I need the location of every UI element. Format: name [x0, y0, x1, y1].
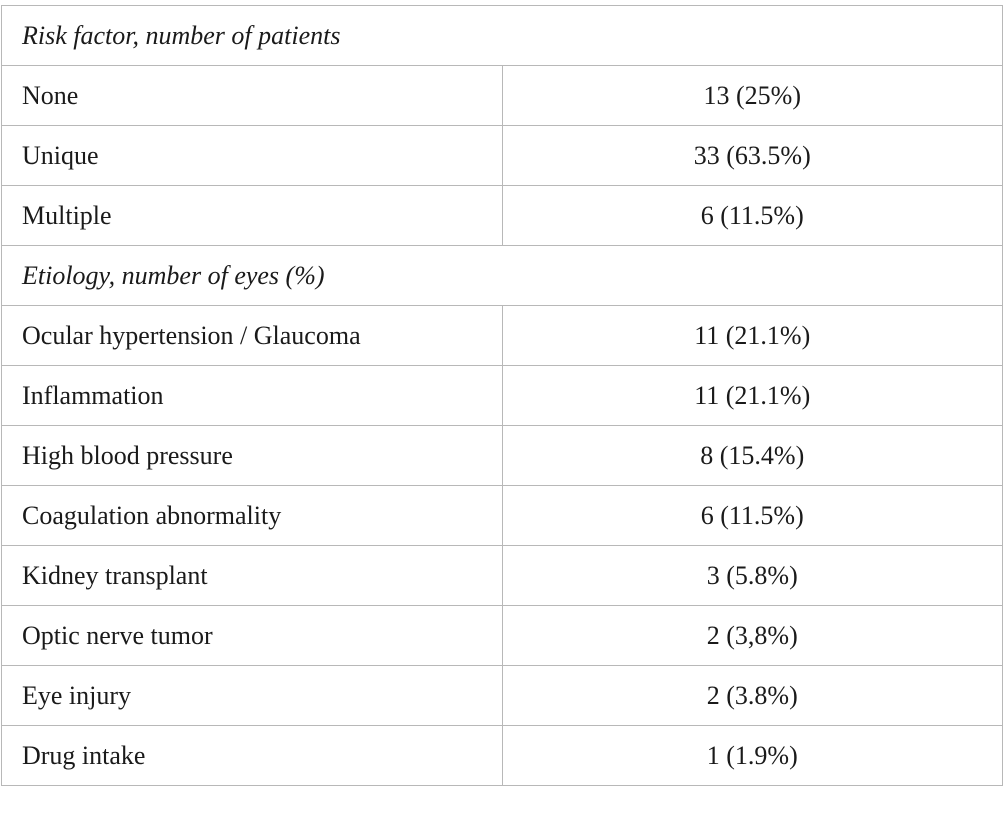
row-value: 6 (11.5%)	[501, 185, 1003, 246]
row-value: 1 (1.9%)	[501, 725, 1003, 786]
row-label: Ocular hypertension / Glaucoma	[1, 305, 503, 366]
row-label: Coagulation abnormality	[1, 485, 503, 546]
data-table-container: Risk factor, number of patients None 13 …	[1, 5, 1003, 786]
section-header-row: Etiology, number of eyes (%)	[1, 245, 1003, 306]
row-label: Optic nerve tumor	[1, 605, 503, 666]
row-value: 13 (25%)	[501, 65, 1003, 126]
row-label: High blood pressure	[1, 425, 503, 486]
row-label: Eye injury	[1, 665, 503, 726]
row-label: Kidney transplant	[1, 545, 503, 606]
row-value: 8 (15.4%)	[501, 425, 1003, 486]
table-row: Multiple 6 (11.5%)	[1, 185, 1003, 246]
row-label: Drug intake	[1, 725, 503, 786]
row-label: Unique	[1, 125, 503, 186]
row-value: 2 (3,8%)	[501, 605, 1003, 666]
row-value: 3 (5.8%)	[501, 545, 1003, 606]
section-title-risk-factor: Risk factor, number of patients	[1, 5, 1003, 66]
row-label: Multiple	[1, 185, 503, 246]
table-row: Optic nerve tumor 2 (3,8%)	[1, 605, 1003, 666]
table-row: Drug intake 1 (1.9%)	[1, 725, 1003, 786]
table-row: Unique 33 (63.5%)	[1, 125, 1003, 186]
row-value: 11 (21.1%)	[501, 365, 1003, 426]
table-row: High blood pressure 8 (15.4%)	[1, 425, 1003, 486]
section-header-row: Risk factor, number of patients	[1, 5, 1003, 66]
row-label: Inflammation	[1, 365, 503, 426]
table-row: Inflammation 11 (21.1%)	[1, 365, 1003, 426]
section-title-etiology: Etiology, number of eyes (%)	[1, 245, 1003, 306]
row-value: 11 (21.1%)	[501, 305, 1003, 366]
row-value: 33 (63.5%)	[501, 125, 1003, 186]
table-row: Coagulation abnormality 6 (11.5%)	[1, 485, 1003, 546]
row-value: 6 (11.5%)	[501, 485, 1003, 546]
table-row: Eye injury 2 (3.8%)	[1, 665, 1003, 726]
row-label: None	[1, 65, 503, 126]
table-row: None 13 (25%)	[1, 65, 1003, 126]
table-row: Kidney transplant 3 (5.8%)	[1, 545, 1003, 606]
table-row: Ocular hypertension / Glaucoma 11 (21.1%…	[1, 305, 1003, 366]
risk-etiology-table: Risk factor, number of patients None 13 …	[1, 5, 1003, 786]
row-value: 2 (3.8%)	[501, 665, 1003, 726]
